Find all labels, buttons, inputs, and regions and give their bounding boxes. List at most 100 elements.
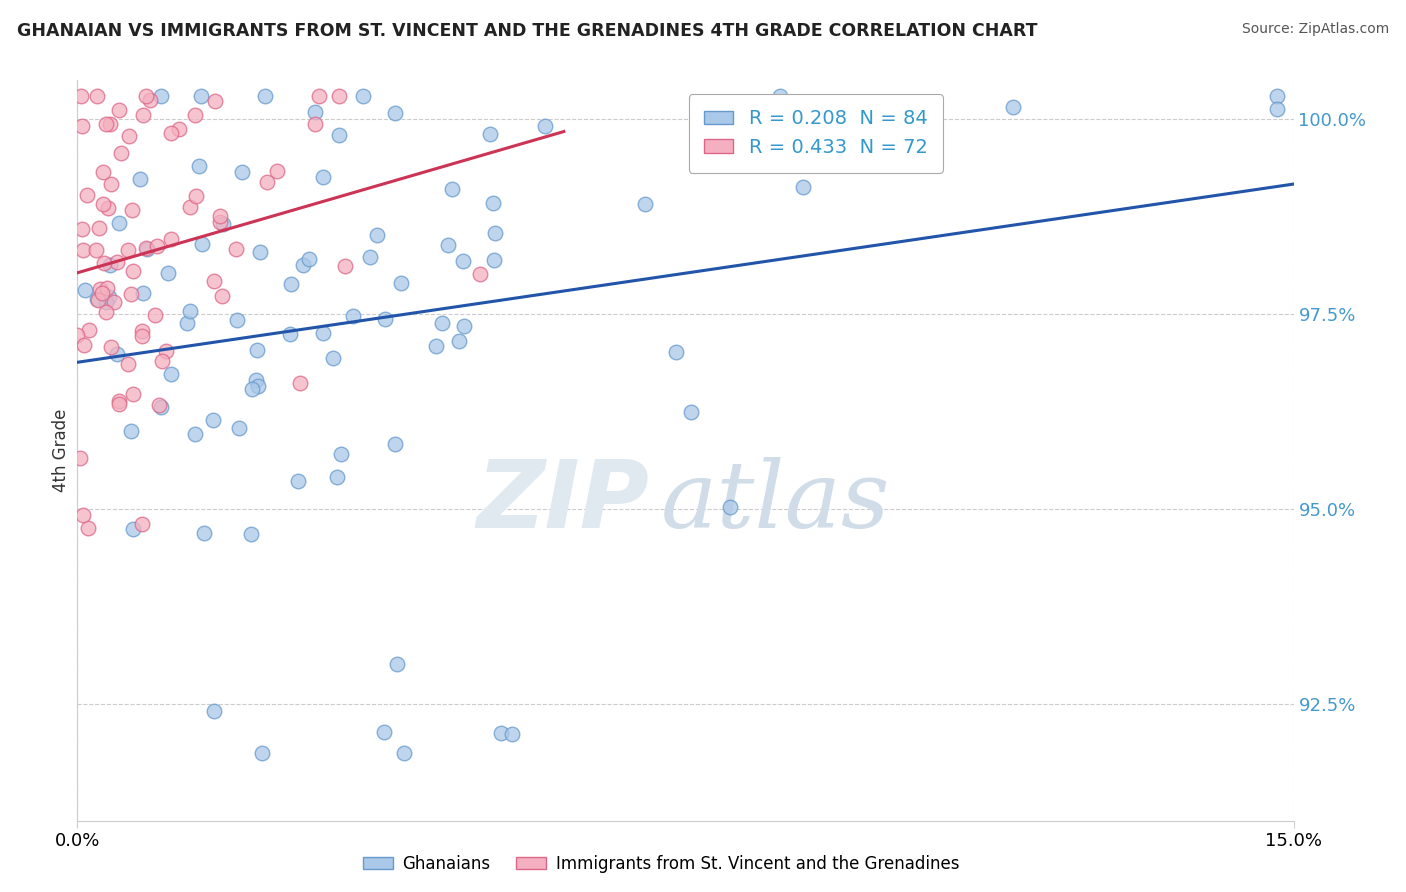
Point <box>287 474 309 488</box>
Point <box>105 255 128 269</box>
Point <box>184 426 207 441</box>
Point <box>120 286 142 301</box>
Point <box>84 243 107 257</box>
Point <box>136 243 159 257</box>
Point <box>246 343 269 358</box>
Point <box>103 295 125 310</box>
Point <box>98 116 121 130</box>
Point <box>373 725 395 739</box>
Point <box>292 258 315 272</box>
Point <box>159 126 181 140</box>
Point <box>250 746 273 760</box>
Point <box>121 264 143 278</box>
Point <box>440 182 463 196</box>
Point <box>298 252 321 266</box>
Point <box>202 413 225 427</box>
Point <box>100 340 122 354</box>
Point <box>665 344 688 359</box>
Point <box>155 343 177 358</box>
Point <box>278 327 301 342</box>
Point <box>91 197 114 211</box>
Point <box>86 88 108 103</box>
Point <box>93 165 115 179</box>
Point <box>77 323 100 337</box>
Point <box>93 255 115 269</box>
Point <box>135 241 157 255</box>
Point <box>342 309 364 323</box>
Point <box>146 238 169 252</box>
Point <box>100 177 122 191</box>
Point <box>204 94 226 108</box>
Point <box>384 106 406 120</box>
Point <box>148 398 170 412</box>
Point <box>94 305 117 319</box>
Point <box>312 169 335 184</box>
Point <box>69 450 91 465</box>
Point <box>489 726 512 740</box>
Legend: Ghanaians, Immigrants from St. Vincent and the Grenadines: Ghanaians, Immigrants from St. Vincent a… <box>356 848 966 880</box>
Point <box>308 88 330 103</box>
Point <box>226 313 249 327</box>
Point <box>69 88 91 103</box>
Point <box>156 266 179 280</box>
Point <box>76 187 98 202</box>
Point <box>120 424 142 438</box>
Point <box>202 704 225 718</box>
Point <box>87 220 110 235</box>
Point <box>150 354 173 368</box>
Point <box>231 164 253 178</box>
Point <box>449 334 471 348</box>
Point <box>387 657 409 672</box>
Point <box>208 215 231 229</box>
Point <box>159 367 181 381</box>
Point <box>312 326 335 340</box>
Point <box>135 88 157 103</box>
Point <box>484 226 506 240</box>
Point <box>534 120 557 134</box>
Point <box>437 237 460 252</box>
Point <box>245 373 267 387</box>
Point <box>288 376 311 390</box>
Point <box>1265 88 1288 103</box>
Point <box>190 88 212 103</box>
Point <box>328 88 350 103</box>
Point <box>73 338 96 352</box>
Point <box>179 304 201 318</box>
Point <box>718 500 741 515</box>
Point <box>769 88 792 103</box>
Point <box>225 242 247 256</box>
Point <box>228 420 250 434</box>
Point <box>330 447 353 461</box>
Point <box>131 285 153 300</box>
Point <box>184 188 207 202</box>
Point <box>70 222 93 236</box>
Point <box>129 172 152 186</box>
Point <box>97 201 120 215</box>
Point <box>1265 102 1288 116</box>
Point <box>149 401 172 415</box>
Point <box>160 232 183 246</box>
Point <box>501 727 523 741</box>
Point <box>89 281 111 295</box>
Text: atlas: atlas <box>661 458 890 548</box>
Point <box>328 128 350 143</box>
Point <box>240 526 263 541</box>
Point <box>108 103 131 117</box>
Point <box>139 93 162 107</box>
Point <box>132 107 155 121</box>
Point <box>359 250 381 264</box>
Point <box>94 295 117 310</box>
Point <box>105 347 128 361</box>
Point <box>478 127 501 141</box>
Point <box>108 393 131 408</box>
Point <box>107 397 129 411</box>
Point <box>366 227 388 242</box>
Point <box>211 289 233 303</box>
Point <box>634 196 657 211</box>
Point <box>384 437 406 451</box>
Point <box>167 122 190 136</box>
Point <box>246 378 269 392</box>
Text: GHANAIAN VS IMMIGRANTS FROM ST. VINCENT AND THE GRENADINES 4TH GRADE CORRELATION: GHANAIAN VS IMMIGRANTS FROM ST. VINCENT … <box>17 22 1038 40</box>
Text: ZIP: ZIP <box>477 457 650 549</box>
Point <box>86 293 108 307</box>
